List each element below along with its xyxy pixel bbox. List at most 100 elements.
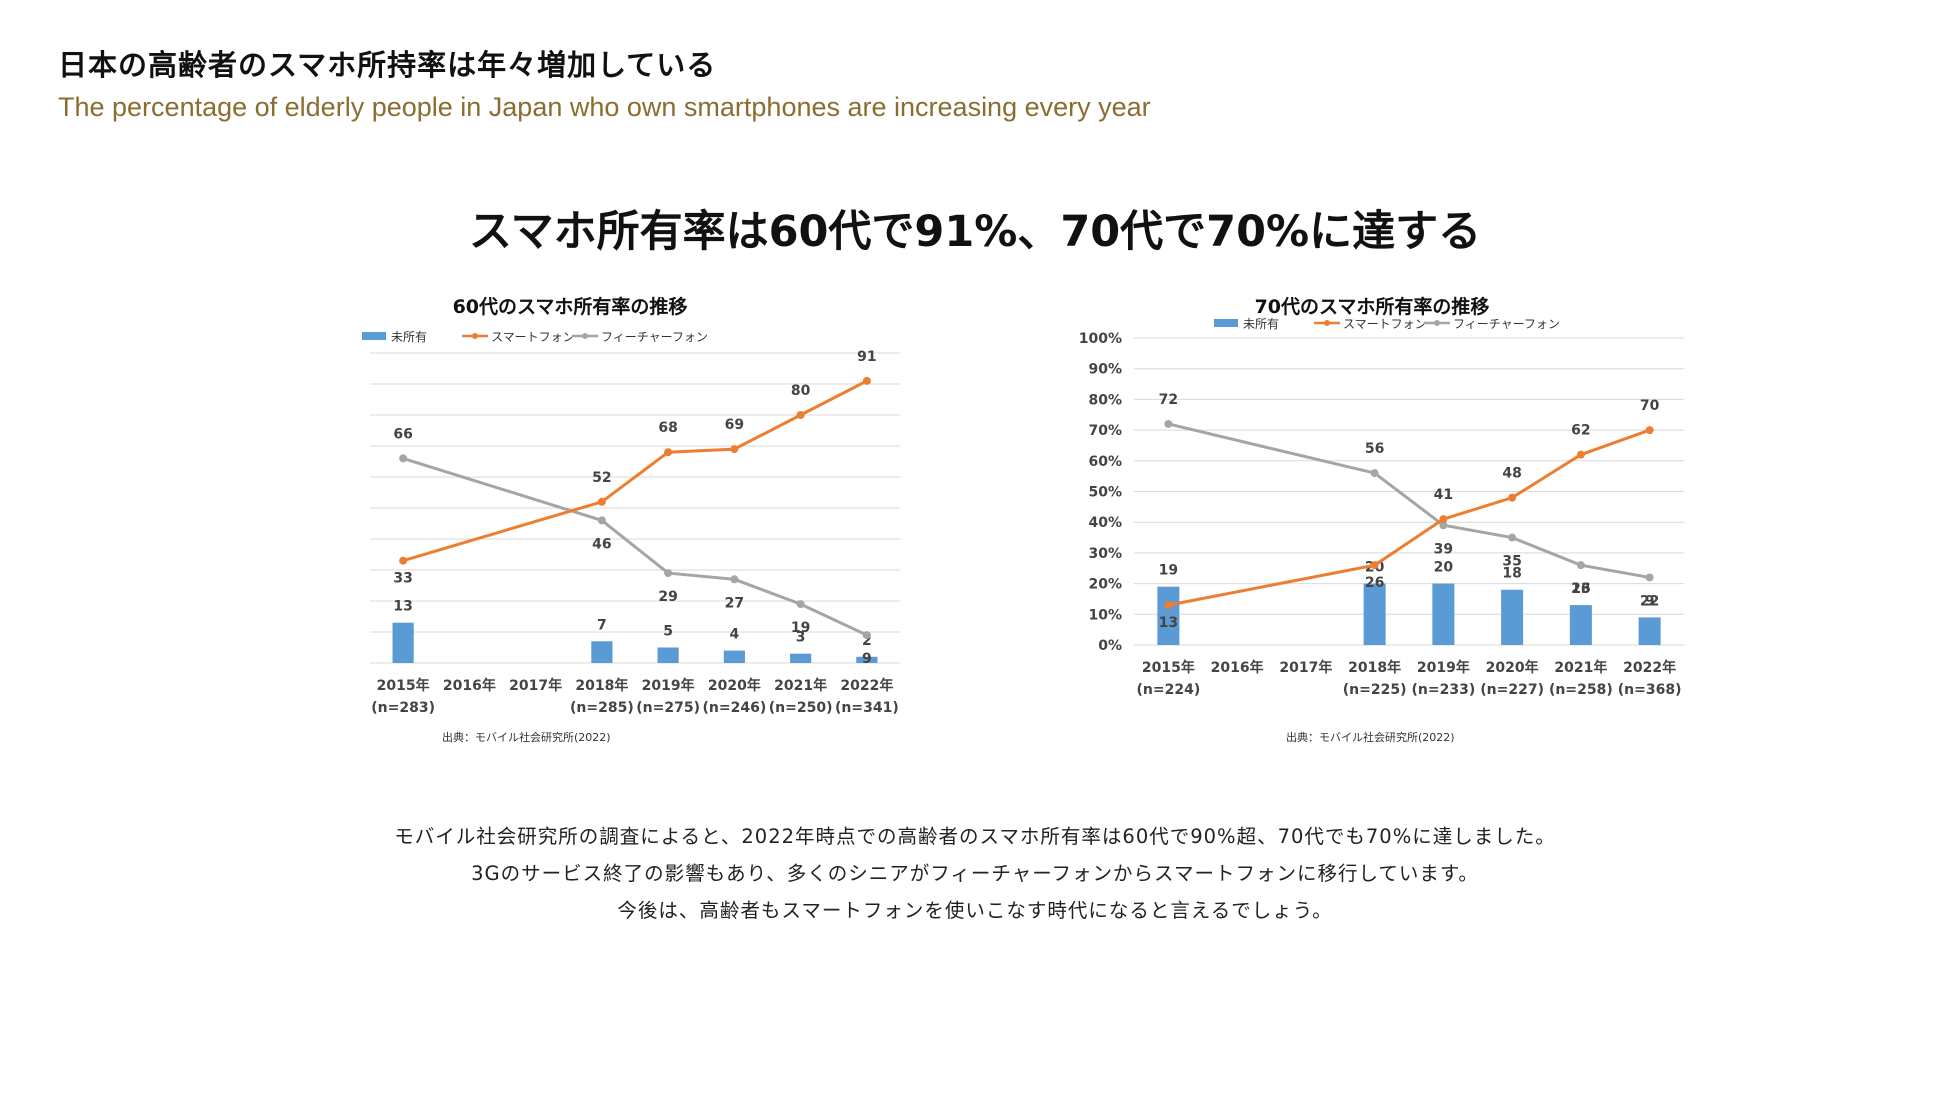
- smartphone-line: [1168, 428, 1651, 607]
- smartphone-data-label: 26: [1365, 575, 1384, 591]
- y-tick-label: 100%: [1079, 331, 1122, 347]
- feature-phone-data-label: 72: [1159, 392, 1178, 408]
- legend-label: フィーチャーフォン: [1453, 317, 1560, 331]
- bar: [1157, 586, 1180, 645]
- chart-title: 60代のスマホ所有率の推移: [453, 295, 688, 318]
- smartphone-point: [399, 556, 408, 565]
- body-line: 今後は、高齢者もスマートフォンを使いこなす時代になると言えるでしょう。: [617, 899, 1333, 922]
- y-tick-label: 0%: [1098, 638, 1122, 654]
- smartphone-point: [1439, 515, 1448, 524]
- page-subtitle: The percentage of elderly people in Japa…: [58, 92, 1151, 122]
- bar: [591, 641, 613, 663]
- x-tick-label: 2018年: [575, 677, 628, 694]
- feature-phone-point: [597, 516, 606, 525]
- feature-phone-data-label: 56: [1365, 441, 1384, 457]
- feature-phone-point: [1439, 521, 1448, 530]
- y-tick-label: 30%: [1088, 546, 1122, 562]
- bar-data-label: 4: [730, 627, 740, 643]
- smartphone-data-label: 70: [1640, 398, 1660, 414]
- y-tick-label: 70%: [1088, 423, 1122, 439]
- feature-phone-line: [402, 456, 868, 637]
- x-tick-label: 2021年: [1554, 659, 1607, 676]
- chart-source: 出典：モバイル社会研究所(2022): [1286, 730, 1455, 744]
- x-tick-label: 2020年: [1486, 659, 1539, 676]
- sample-size-label: (n=225): [1343, 682, 1407, 698]
- x-tick-label: 2016年: [1211, 659, 1264, 676]
- bar: [1501, 589, 1524, 645]
- y-tick-label: 90%: [1088, 362, 1122, 378]
- smartphone-data-label: 91: [857, 349, 876, 365]
- feature-phone-point: [1370, 469, 1379, 478]
- bar: [723, 650, 745, 663]
- body-line: モバイル社会研究所の調査によると、2022年時点での高齢者のスマホ所有率は60代…: [394, 825, 1556, 848]
- smartphone-data-label: 33: [393, 571, 412, 587]
- legend-marker: [1324, 320, 1330, 326]
- bar: [790, 653, 812, 663]
- legend-label: スマートフォン: [1343, 317, 1427, 331]
- bar-data-label: 3: [796, 630, 806, 646]
- sample-size-label: (n=246): [703, 700, 767, 716]
- smartphone-data-label: 68: [658, 420, 677, 436]
- legend-marker: [582, 333, 588, 339]
- x-tick-label: 2015年: [377, 677, 430, 694]
- sample-size-label: (n=224): [1137, 682, 1201, 698]
- feature-phone-point: [730, 575, 739, 584]
- chart-title: 70代のスマホ所有率の推移: [1255, 295, 1490, 318]
- legend-swatch: [1214, 319, 1238, 327]
- y-tick-label: 50%: [1088, 485, 1122, 501]
- headline: スマホ所有率は60代で91%、70代で70%に達する: [468, 207, 1482, 257]
- chart-60s-svg: 60代のスマホ所有率の推移未所有スマートフォンフィーチャーフォン0%10%20%…: [362, 295, 900, 744]
- x-tick-label: 2021年: [774, 677, 827, 694]
- feature-phone-data-label: 19: [791, 620, 810, 636]
- legend-marker: [472, 333, 478, 339]
- bar-data-label: 9: [1645, 593, 1655, 609]
- body-line: 3Gのサービス終了の影響もあり、多くのシニアがフィーチャーフォンからスマートフォ…: [471, 862, 1479, 885]
- body-text: モバイル社会研究所の調査によると、2022年時点での高齢者のスマホ所有率は60代…: [0, 818, 1950, 929]
- sample-size-label: (n=258): [1549, 682, 1613, 698]
- legend-swatch: [362, 332, 386, 340]
- smartphone-point: [1370, 561, 1379, 570]
- x-tick-label: 2022年: [1623, 659, 1676, 676]
- feature-phone-point: [1508, 533, 1517, 542]
- legend-marker: [1434, 320, 1440, 326]
- sample-size-label: (n=250): [769, 700, 833, 716]
- bar: [1638, 617, 1661, 645]
- feature-phone-data-label: 29: [658, 589, 677, 605]
- y-tick-label: 10%: [1088, 607, 1122, 623]
- smartphone-point: [597, 497, 606, 506]
- sample-size-label: (n=275): [636, 700, 700, 716]
- x-tick-label: 2019年: [1417, 659, 1470, 676]
- sample-size-label: (n=285): [570, 700, 634, 716]
- page-title: 日本の高齢者のスマホ所持率は年々増加している: [58, 48, 717, 82]
- smartphone-point: [862, 376, 871, 385]
- feature-phone-point: [399, 454, 408, 463]
- feature-phone-data-label: 27: [725, 595, 744, 611]
- x-tick-label: 2016年: [443, 677, 496, 694]
- smartphone-point: [730, 445, 739, 454]
- legend-label: 未所有: [1243, 317, 1279, 331]
- x-tick-label: 2017年: [509, 677, 562, 694]
- bar-data-label: 19: [1159, 563, 1178, 579]
- sample-size-label: (n=283): [371, 700, 435, 716]
- feature-phone-data-label: 35: [1502, 554, 1521, 570]
- feature-phone-point: [1576, 561, 1585, 570]
- y-tick-label: 60%: [1088, 454, 1122, 470]
- bar: [856, 656, 878, 663]
- bar: [1569, 605, 1592, 645]
- legend-label: 未所有: [391, 330, 427, 344]
- y-tick-label: 80%: [1088, 392, 1122, 408]
- bar-data-label: 13: [1571, 581, 1590, 597]
- y-tick-label: 40%: [1088, 515, 1122, 531]
- chart-source: 出典：モバイル社会研究所(2022): [442, 730, 611, 744]
- bar: [1432, 583, 1455, 645]
- bar-data-label: 20: [1434, 560, 1454, 576]
- feature-phone-data-label: 39: [1434, 541, 1453, 557]
- x-tick-label: 2019年: [642, 677, 695, 694]
- bar-data-label: 18: [1502, 566, 1521, 582]
- feature-phone-point: [664, 569, 673, 578]
- bar: [392, 622, 414, 663]
- bar-data-label: 13: [393, 599, 412, 615]
- smartphone-data-label: 80: [791, 383, 811, 399]
- smartphone-data-label: 62: [1571, 423, 1590, 439]
